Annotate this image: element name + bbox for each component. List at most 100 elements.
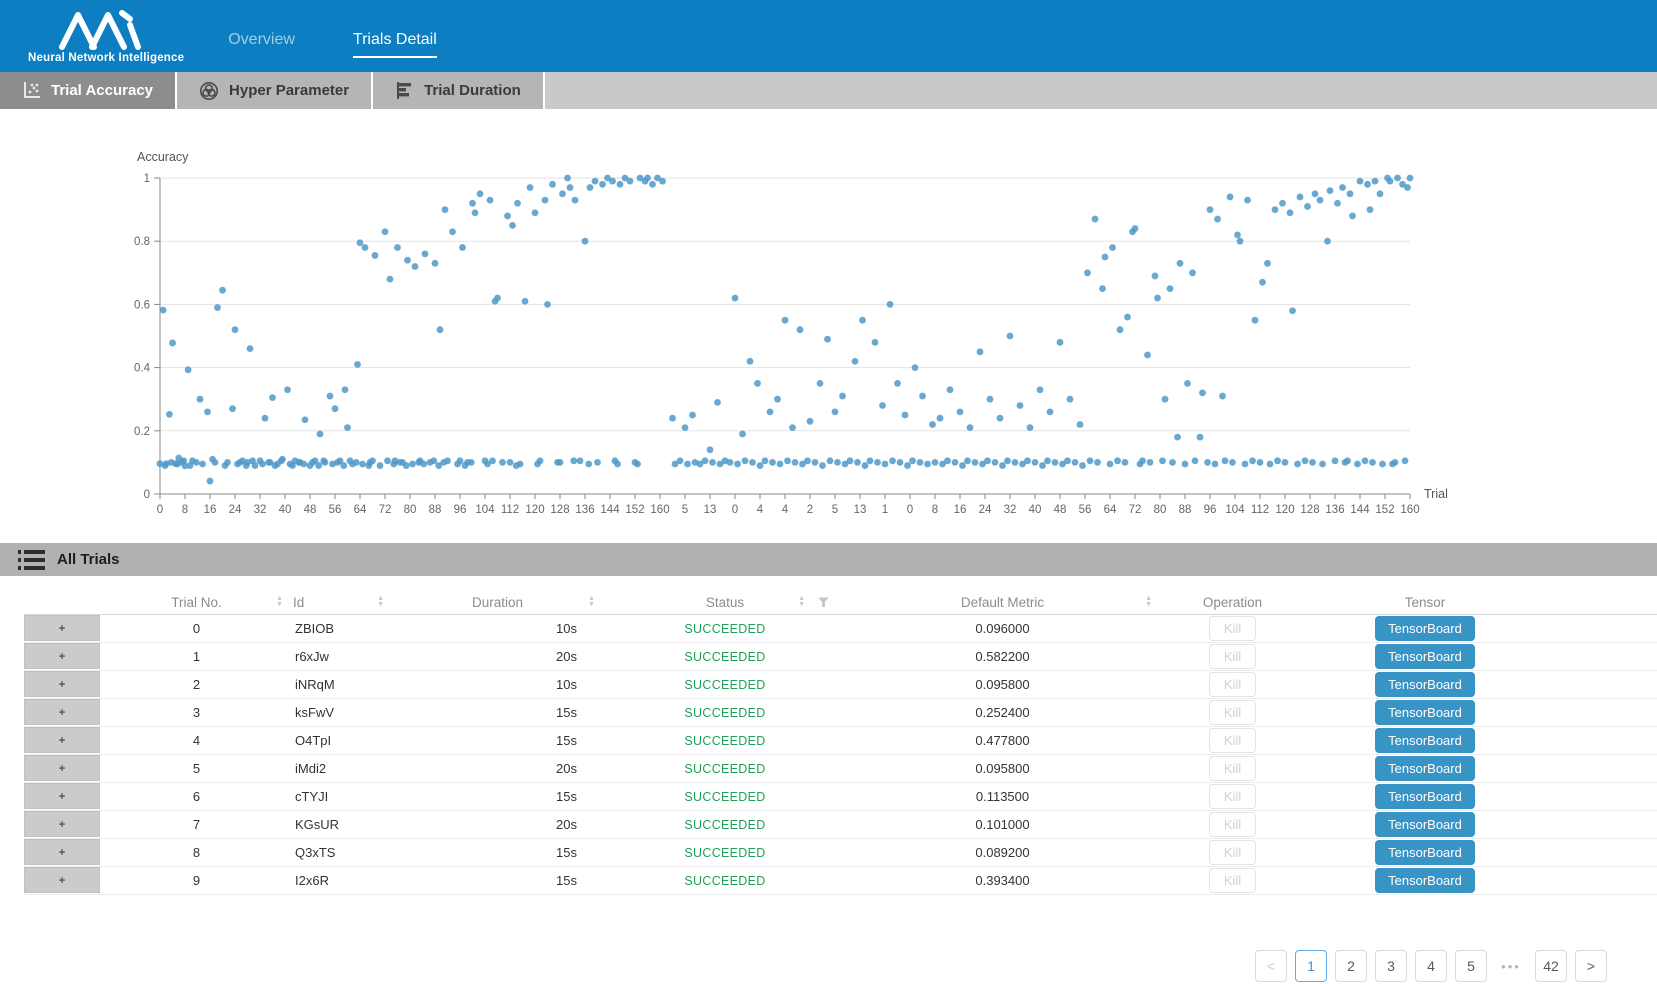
scatter-point[interactable] — [804, 457, 811, 464]
scatter-point[interactable] — [377, 462, 384, 469]
scatter-point[interactable] — [322, 459, 329, 466]
scatter-point[interactable] — [932, 459, 939, 466]
scatter-point[interactable] — [507, 459, 514, 466]
scatter-point[interactable] — [847, 457, 854, 464]
scatter-point[interactable] — [1064, 457, 1071, 464]
scatter-point[interactable] — [1122, 459, 1129, 466]
nni-logo[interactable]: Neural Network Intelligence — [28, 9, 184, 64]
scatter-point[interactable] — [372, 252, 379, 259]
scatter-point[interactable] — [1392, 459, 1399, 466]
scatter-point[interactable] — [1354, 461, 1361, 468]
row-expander-button[interactable]: + — [24, 867, 100, 893]
scatter-point[interactable] — [977, 348, 984, 355]
scatter-point[interactable] — [887, 301, 894, 308]
scatter-point[interactable] — [357, 239, 364, 246]
scatter-point[interactable] — [1362, 457, 1369, 464]
row-expander-button[interactable]: + — [24, 811, 100, 837]
scatter-point[interactable] — [199, 461, 206, 468]
scatter-point[interactable] — [160, 307, 167, 314]
scatter-point[interactable] — [614, 461, 621, 468]
scatter-point[interactable] — [567, 184, 574, 191]
scatter-point[interactable] — [1334, 200, 1341, 207]
scatter-point[interactable] — [499, 459, 506, 466]
scatter-point[interactable] — [1332, 457, 1339, 464]
sort-icon[interactable]: ▲▼ — [377, 596, 384, 608]
scatter-point[interactable] — [382, 228, 389, 235]
scatter-point[interactable] — [422, 250, 429, 257]
scatter-point[interactable] — [342, 386, 349, 393]
page-button[interactable]: 4 — [1415, 950, 1447, 982]
sort-icon[interactable]: ▲▼ — [276, 596, 283, 608]
scatter-point[interactable] — [789, 424, 796, 431]
scatter-point[interactable] — [997, 415, 1004, 422]
row-expander-button[interactable]: + — [24, 671, 100, 697]
page-button[interactable]: 5 — [1455, 950, 1487, 982]
scatter-point[interactable] — [1252, 317, 1259, 324]
scatter-point[interactable] — [1319, 461, 1326, 468]
scatter-point[interactable] — [862, 462, 869, 469]
scatter-point[interactable] — [394, 244, 401, 251]
scatter-point[interactable] — [1004, 457, 1011, 464]
scatter-point[interactable] — [1297, 194, 1304, 201]
scatter-point[interactable] — [1102, 254, 1109, 261]
scatter-point[interactable] — [582, 238, 589, 245]
scatter-point[interactable] — [387, 276, 394, 283]
scatter-point[interactable] — [714, 399, 721, 406]
scatter-point[interactable] — [459, 244, 466, 251]
scatter-point[interactable] — [807, 418, 814, 425]
scatter-point[interactable] — [872, 339, 879, 346]
page-button[interactable]: 2 — [1335, 950, 1367, 982]
scatter-point[interactable] — [1117, 326, 1124, 333]
scatter-point[interactable] — [944, 457, 951, 464]
scatter-point[interactable] — [1124, 314, 1131, 321]
scatter-point[interactable] — [1309, 459, 1316, 466]
scatter-point[interactable] — [487, 197, 494, 204]
scatter-point[interactable] — [1379, 461, 1386, 468]
scatter-point[interactable] — [472, 209, 479, 216]
scatter-point[interactable] — [1282, 459, 1289, 466]
scatter-point[interactable] — [1357, 178, 1364, 185]
scatter-point[interactable] — [572, 197, 579, 204]
scatter-point[interactable] — [420, 461, 427, 468]
scatter-point[interactable] — [992, 459, 999, 466]
scatter-point[interactable] — [1199, 389, 1206, 396]
scatter-point[interactable] — [204, 408, 211, 415]
scatter-point[interactable] — [797, 326, 804, 333]
scatter-point[interactable] — [169, 340, 176, 347]
scatter-point[interactable] — [1364, 181, 1371, 188]
scatter-point[interactable] — [252, 462, 259, 469]
scatter-point[interactable] — [852, 358, 859, 365]
scatter-point[interactable] — [987, 396, 994, 403]
scatter-point[interactable] — [739, 431, 746, 438]
scatter-point[interactable] — [937, 415, 944, 422]
kill-button[interactable]: Kill — [1209, 672, 1256, 697]
row-expander-button[interactable]: + — [24, 839, 100, 865]
scatter-point[interactable] — [557, 459, 564, 466]
scatter-point[interactable] — [912, 364, 919, 371]
scatter-point[interactable] — [527, 184, 534, 191]
scatter-point[interactable] — [1404, 184, 1411, 191]
scatter-point[interactable] — [1032, 459, 1039, 466]
scatter-point[interactable] — [677, 457, 684, 464]
scatter-point[interactable] — [468, 459, 475, 466]
scatter-point[interactable] — [627, 178, 634, 185]
scatter-point[interactable] — [544, 301, 551, 308]
kill-button[interactable]: Kill — [1209, 700, 1256, 725]
scatter-point[interactable] — [1189, 269, 1196, 276]
scatter-point[interactable] — [1249, 457, 1256, 464]
row-expander-button[interactable]: + — [24, 643, 100, 669]
scatter-point[interactable] — [1139, 457, 1146, 464]
scatter-point[interactable] — [1257, 459, 1264, 466]
scatter-point[interactable] — [859, 317, 866, 324]
scatter-point[interactable] — [1027, 424, 1034, 431]
scatter-point[interactable] — [767, 408, 774, 415]
scatter-point[interactable] — [1267, 461, 1274, 468]
scatter-point[interactable] — [592, 178, 599, 185]
scatter-point[interactable] — [340, 462, 347, 469]
scatter-point[interactable] — [1394, 175, 1401, 182]
scatter-point[interactable] — [1304, 203, 1311, 210]
scatter-point[interactable] — [559, 190, 566, 197]
scatter-point[interactable] — [727, 459, 734, 466]
sort-icon[interactable]: ▲▼ — [1145, 596, 1152, 608]
scatter-point[interactable] — [897, 459, 904, 466]
